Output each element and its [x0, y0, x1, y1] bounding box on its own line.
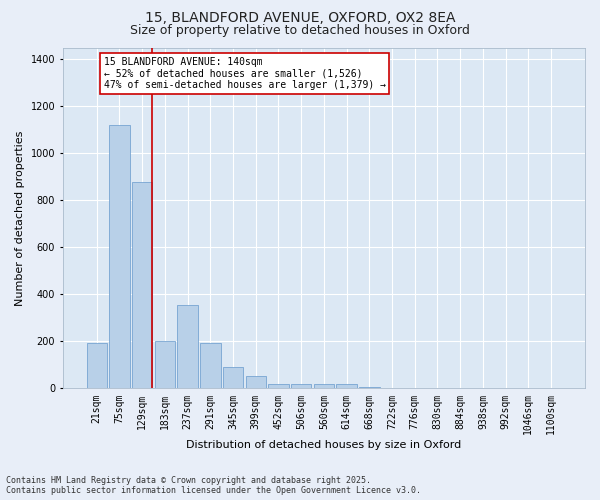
Bar [291, 384, 311, 388]
Bar [200, 342, 221, 388]
Bar [155, 342, 175, 388]
Text: Size of property relative to detached houses in Oxford: Size of property relative to detached ho… [130, 24, 470, 37]
Bar [245, 376, 266, 388]
Text: Contains HM Land Registry data © Crown copyright and database right 2025.
Contai: Contains HM Land Registry data © Crown c… [6, 476, 421, 495]
Y-axis label: Number of detached properties: Number of detached properties [15, 130, 25, 306]
Bar [178, 305, 198, 388]
Bar [86, 343, 107, 388]
X-axis label: Distribution of detached houses by size in Oxford: Distribution of detached houses by size … [186, 440, 461, 450]
Bar [314, 384, 334, 388]
Bar [268, 384, 289, 388]
Bar [109, 125, 130, 388]
Bar [223, 368, 243, 388]
Text: 15 BLANDFORD AVENUE: 140sqm
← 52% of detached houses are smaller (1,526)
47% of : 15 BLANDFORD AVENUE: 140sqm ← 52% of det… [104, 57, 386, 90]
Bar [337, 384, 357, 388]
Bar [132, 182, 152, 388]
Text: 15, BLANDFORD AVENUE, OXFORD, OX2 8EA: 15, BLANDFORD AVENUE, OXFORD, OX2 8EA [145, 11, 455, 25]
